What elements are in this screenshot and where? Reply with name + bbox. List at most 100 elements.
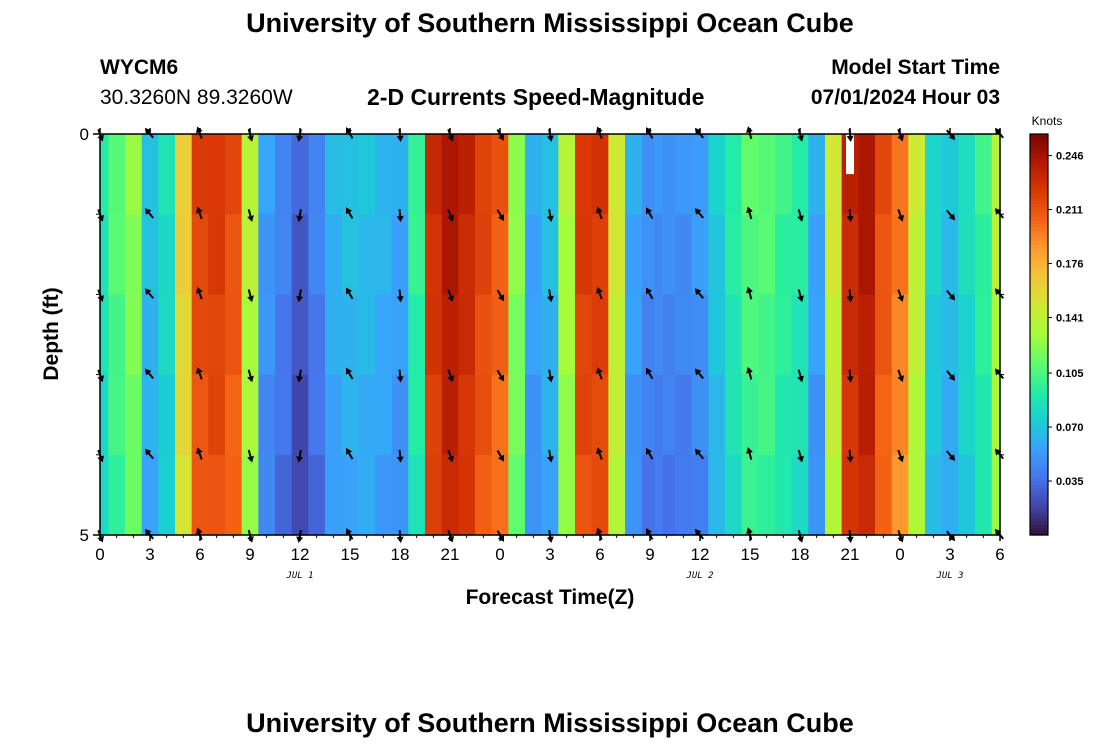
x-tick-label: 3 — [545, 545, 554, 564]
colorbar-band — [1030, 418, 1048, 422]
heatmap-cell — [141, 454, 159, 536]
heatmap-cell — [691, 214, 709, 295]
colorbar-band — [1030, 220, 1048, 225]
colorbar-band — [1030, 240, 1048, 245]
colorbar-band — [1030, 180, 1048, 185]
heatmap-cell — [275, 454, 293, 536]
colorbar-band — [1030, 187, 1048, 192]
heatmap-cell — [558, 454, 576, 536]
heatmap-cell — [791, 214, 809, 295]
heatmap-cell — [808, 454, 826, 536]
heatmap-cells — [100, 134, 1001, 536]
colorbar-tick-label: 0.176 — [1056, 259, 1084, 271]
heatmap-cell — [575, 214, 593, 295]
model-start-value: 07/01/2024 Hour 03 — [810, 86, 1000, 109]
heatmap-cell — [158, 374, 176, 456]
heatmap-cell — [475, 134, 493, 215]
heatmap-cell — [358, 294, 376, 376]
heatmap-cell — [291, 374, 309, 456]
heatmap-cell — [175, 454, 193, 536]
heatmap-cell — [991, 374, 1001, 456]
heatmap-cell — [575, 454, 593, 536]
current-arrow — [144, 448, 154, 460]
axes: 0 3 6 9 12 15 18 21 0 3 6 9 12 15 18 21 0 3 6 JUL 1 JUL 2 JUL… — [80, 125, 1005, 581]
heatmap-cell — [125, 374, 143, 456]
colorbar-tick-label: 0.246 — [1056, 151, 1084, 163]
current-arrow — [396, 369, 404, 383]
current-arrow — [546, 289, 554, 303]
colorbar-band — [1030, 230, 1048, 235]
heatmap-cell — [325, 374, 343, 456]
colorbar-band — [1030, 254, 1048, 259]
x-axis-label: Forecast Time(Z) — [466, 586, 635, 609]
missing-data-cell — [846, 134, 854, 175]
current-arrow — [897, 289, 904, 302]
date-label: JUL 2 — [685, 571, 713, 581]
heatmap-cell — [608, 374, 626, 456]
colorbar-tick-label: 0.035 — [1056, 476, 1084, 488]
colorbar-band — [1030, 448, 1048, 453]
heatmap-cell — [341, 294, 359, 376]
heatmap-cell — [908, 454, 926, 536]
y-axis-label: Depth (ft) — [40, 287, 63, 380]
colorbar-band — [1030, 194, 1048, 199]
colorbar-band — [1030, 341, 1048, 346]
heatmap-cell — [108, 294, 126, 376]
heatmap-cell — [891, 294, 909, 376]
colorbar-band — [1030, 157, 1048, 162]
colorbar-band — [1030, 144, 1048, 148]
colorbar-band — [1030, 401, 1048, 406]
heatmap-cell — [141, 374, 159, 456]
heatmap-cell — [275, 374, 293, 456]
colorbar-band — [1030, 351, 1048, 356]
colorbar-band — [1030, 184, 1048, 189]
heatmap-cell — [525, 294, 543, 376]
heatmap-cell — [575, 374, 593, 456]
heatmap-cell — [525, 214, 543, 295]
heatmap-cell — [491, 374, 509, 456]
heatmap-cell — [341, 134, 359, 215]
colorbar-band — [1030, 314, 1048, 319]
colorbar-band — [1030, 531, 1048, 536]
colorbar-band — [1030, 451, 1048, 456]
heatmap-cell — [662, 214, 676, 295]
x-tick-label: 3 — [945, 545, 954, 564]
x-tick-label: 6 — [195, 545, 204, 564]
colorbar-band — [1030, 317, 1048, 322]
colorbar-band — [1030, 518, 1048, 523]
colorbar-band — [1030, 431, 1048, 436]
heatmap-cell — [525, 454, 543, 536]
heatmap-cell — [425, 374, 443, 456]
heatmap-cell — [941, 134, 959, 215]
current-arrow — [144, 288, 154, 299]
current-arrow — [645, 367, 654, 380]
colorbar-band — [1030, 287, 1048, 292]
colorbar-band — [1030, 277, 1048, 282]
colorbar-band — [1030, 160, 1048, 165]
heatmap-cell — [975, 294, 993, 376]
colorbar-band — [1030, 284, 1048, 289]
colorbar-band — [1030, 140, 1048, 145]
colorbar-band — [1030, 411, 1048, 416]
heatmap-cell — [575, 134, 593, 215]
heatmap-cell — [191, 374, 209, 456]
heatmap-cell — [841, 454, 859, 536]
heatmap-cell — [191, 294, 209, 376]
heatmap-cell — [958, 374, 976, 456]
colorbar-band — [1030, 244, 1048, 249]
colorbar-band — [1030, 494, 1048, 499]
x-tick-label: 12 — [291, 545, 310, 564]
colorbar-band — [1030, 404, 1048, 409]
heatmap-cell — [258, 374, 276, 456]
current-arrow — [345, 447, 354, 460]
heatmap-cell — [141, 214, 159, 295]
x-tick-label: 0 — [495, 545, 504, 564]
heatmap-cell — [558, 374, 576, 456]
heatmap-cell — [775, 374, 793, 456]
colorbar-band — [1030, 294, 1048, 299]
heatmap-cell — [425, 134, 443, 215]
colorbar-band — [1030, 264, 1048, 269]
heatmap-cell — [825, 454, 843, 536]
colorbar-tick-label: 0.105 — [1056, 368, 1084, 380]
colorbar-band — [1030, 214, 1048, 219]
